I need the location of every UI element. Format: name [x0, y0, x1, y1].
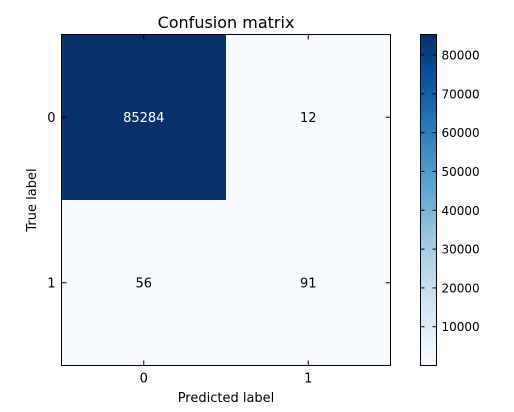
y-tick-label: 0	[47, 111, 55, 126]
y-tick-label: 1	[47, 276, 55, 291]
heatmap-cell	[61, 34, 226, 200]
x-axis-label: Predicted label	[178, 391, 275, 406]
heatmap-cell	[61, 200, 226, 366]
heatmap-cells	[61, 34, 391, 366]
cell-value-label: 56	[135, 276, 152, 291]
colorbar-tick-label: 40000	[442, 204, 480, 218]
heatmap-cell	[226, 200, 391, 366]
chart-title: Confusion matrix	[158, 13, 295, 32]
colorbar-tick-label: 10000	[442, 320, 480, 334]
cell-value-label: 85284	[123, 111, 164, 126]
heatmap-cell	[226, 34, 391, 200]
colorbar-tick-label: 20000	[442, 281, 480, 295]
y-axis-ticks: 01	[47, 111, 391, 291]
x-tick-label: 1	[304, 372, 312, 387]
x-tick-label: 0	[140, 372, 148, 387]
colorbar-tick-label: 70000	[442, 87, 480, 101]
cell-value-labels: 85284 12 56 91	[123, 111, 316, 292]
cell-value-label: 91	[300, 276, 317, 291]
colorbar-tick-label: 50000	[442, 165, 480, 179]
cell-value-label: 12	[300, 111, 317, 126]
colorbar	[420, 34, 437, 366]
colorbar-tick-label: 80000	[442, 49, 480, 63]
colorbar-tick-label: 60000	[442, 126, 480, 140]
colorbar-tick-label: 30000	[442, 243, 480, 257]
plot-frame	[61, 34, 391, 366]
y-axis-label: True label	[25, 168, 40, 232]
colorbar-ticks: 10000 20000 30000 40000 50000 60000 70000 80000	[420, 49, 480, 334]
